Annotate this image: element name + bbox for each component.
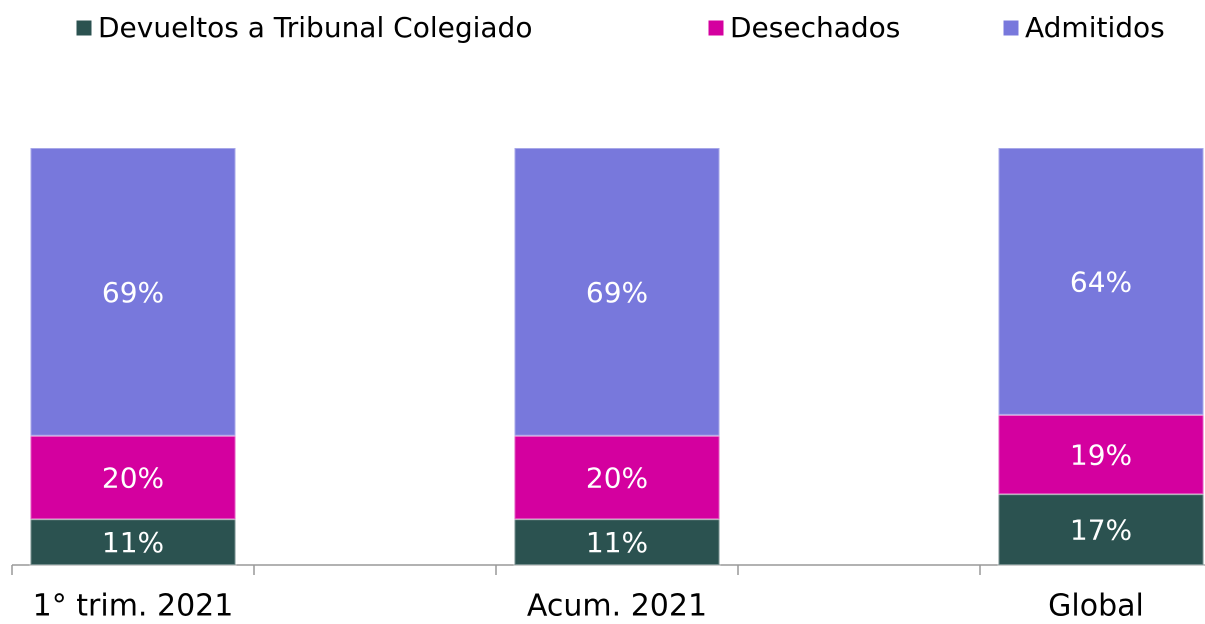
bar-segment	[513, 147, 721, 437]
data-label: 11%	[102, 526, 164, 559]
bar-segment	[513, 434, 721, 521]
data-label: 17%	[1070, 514, 1132, 547]
legend-label: Admitidos	[1025, 11, 1165, 44]
legend-label: Desechados	[730, 11, 900, 44]
legend-swatch	[75, 19, 93, 37]
bar-segment	[29, 147, 237, 437]
bar-segment	[997, 413, 1205, 496]
data-label: 69%	[102, 276, 164, 309]
bar-segment	[29, 518, 237, 567]
legend-label: Devueltos a Tribunal Colegiado	[98, 11, 532, 44]
bar-segment	[29, 434, 237, 521]
bar-segment	[997, 147, 1205, 416]
legend-swatch	[1002, 19, 1020, 37]
data-label: 64%	[1070, 265, 1132, 298]
x-tick-label: Global	[1048, 589, 1144, 621]
data-label: 69%	[586, 276, 648, 309]
data-label: 20%	[102, 461, 164, 494]
bar-segment	[997, 493, 1205, 566]
x-tick-label: Acum. 2021	[527, 589, 707, 621]
legend-swatch	[707, 19, 725, 37]
data-label: 11%	[586, 526, 648, 559]
data-label: 20%	[586, 461, 648, 494]
data-label: 19%	[1070, 438, 1132, 471]
x-tick-label: 1° trim. 2021	[33, 589, 234, 621]
